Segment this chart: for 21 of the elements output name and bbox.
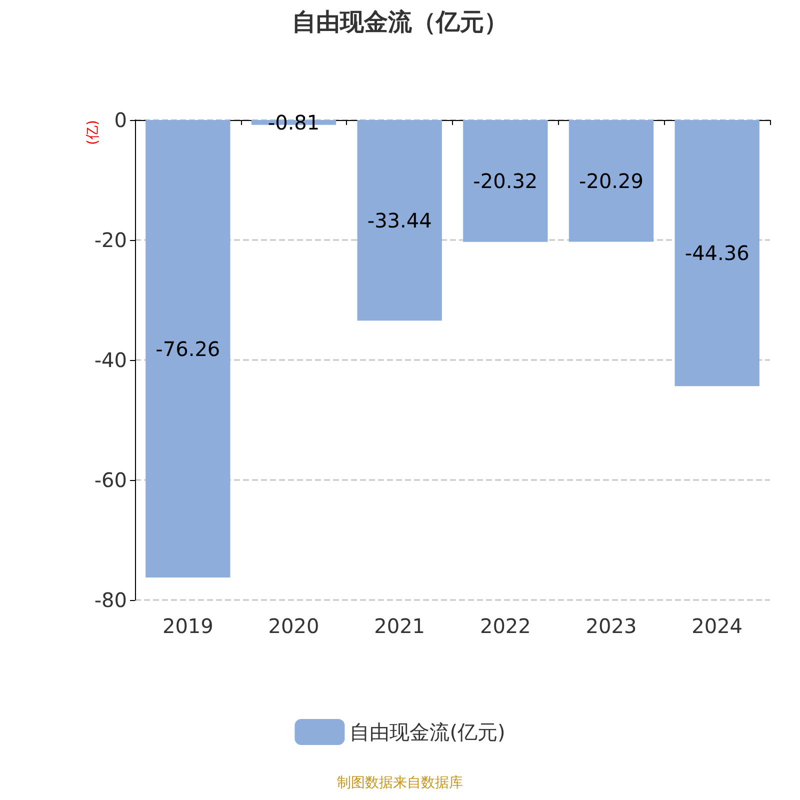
y-tick-label: 0: [114, 108, 127, 132]
data-label: -20.29: [579, 168, 644, 193]
legend-label: 自由现金流(亿元): [350, 720, 506, 744]
data-label: -44.36: [684, 241, 750, 266]
data-label: -76.26: [156, 336, 220, 361]
x-tick-label: 2023: [586, 614, 637, 638]
chart-title: 自由现金流（亿元）: [292, 8, 508, 36]
y-tick-label: -40: [94, 348, 127, 372]
x-tick-label: 2021: [374, 614, 426, 638]
data-label: -33.44: [367, 208, 432, 232]
data-label: -0.81: [268, 110, 320, 134]
x-tick-label: 2024: [692, 614, 743, 638]
data-label: -20.32: [473, 168, 538, 193]
x-tick-label: 2020: [268, 614, 320, 638]
x-tick-label: 2022: [480, 614, 531, 638]
y-axis-title: (亿): [85, 120, 101, 145]
y-tick-label: -20: [94, 228, 127, 252]
x-tick-label: 2019: [162, 614, 214, 638]
y-tick-label: -80: [94, 588, 127, 612]
text: 制图数据来自数据库: [337, 775, 463, 791]
y-tick-label: -60: [94, 468, 127, 492]
